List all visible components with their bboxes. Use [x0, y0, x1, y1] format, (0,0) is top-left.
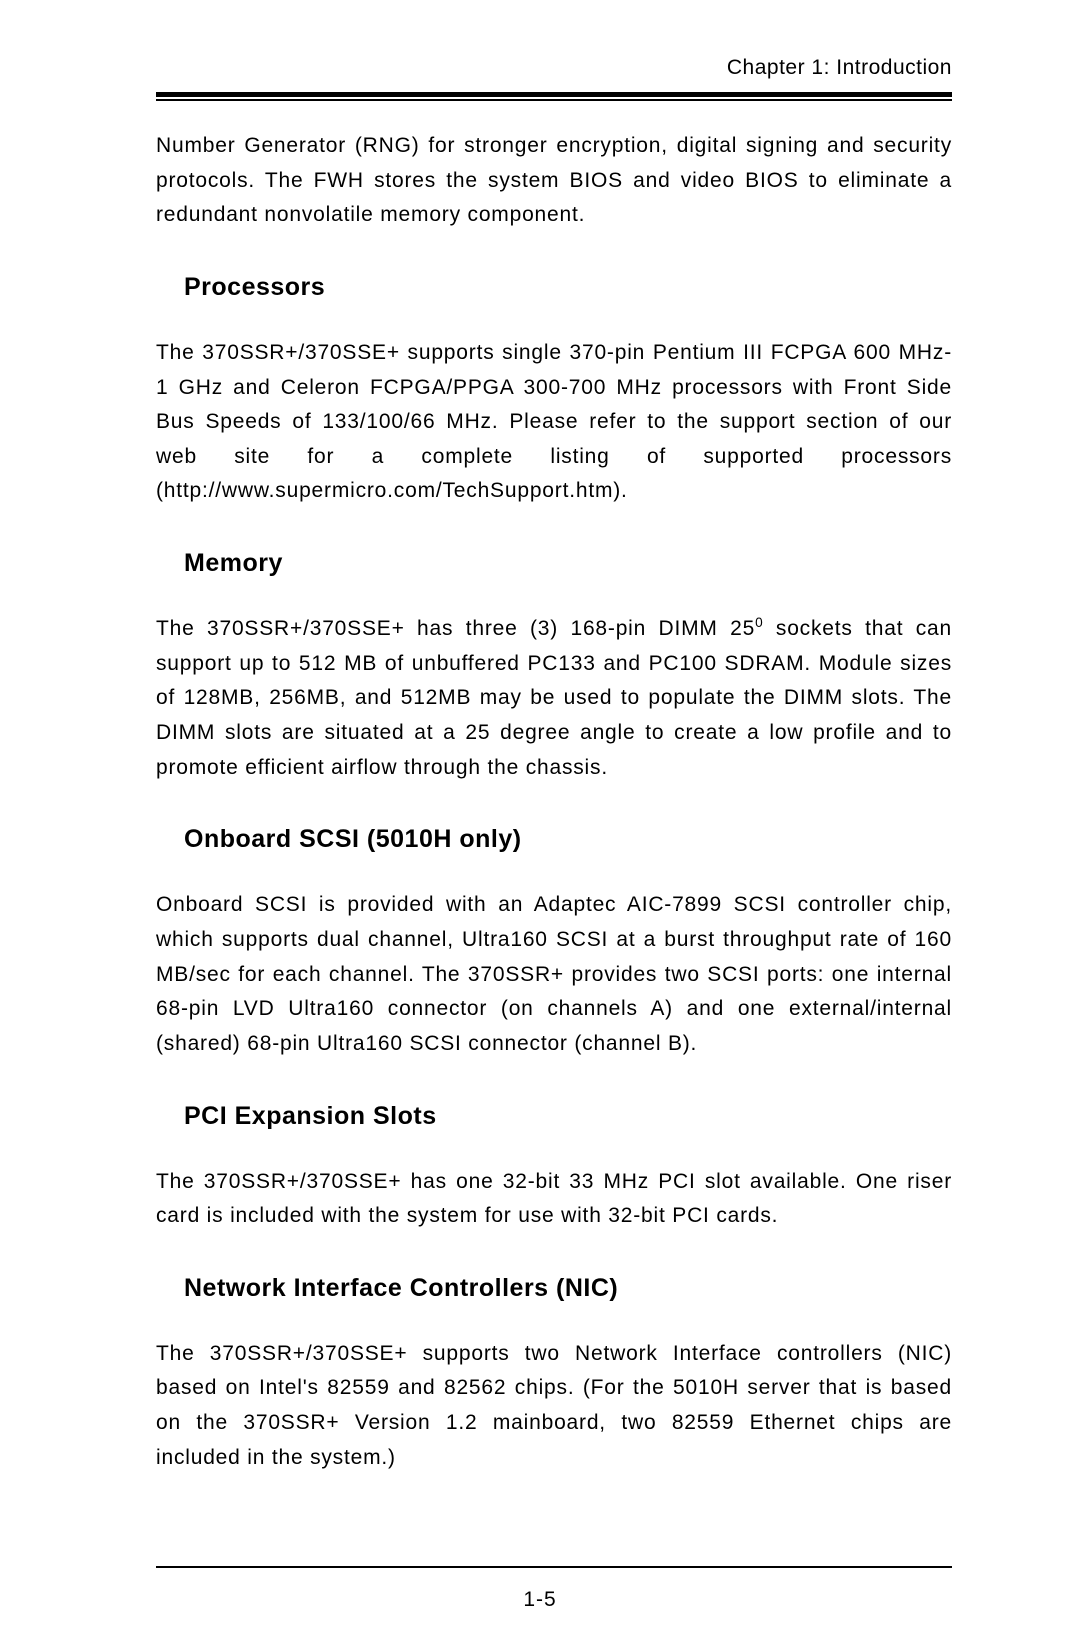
heading-nic: Network Interface Controllers (NIC): [184, 1274, 952, 1303]
paragraph-scsi: Onboard SCSI is provided with an Adaptec…: [156, 888, 952, 1061]
heading-memory: Memory: [184, 549, 952, 578]
footer-rule: [156, 1566, 952, 1568]
heading-scsi: Onboard SCSI (5010H only): [184, 825, 952, 854]
paragraph-memory: The 370SSR+/370SSE+ has three (3) 168-pi…: [156, 612, 952, 785]
heading-processors: Processors: [184, 273, 952, 302]
header-rule-thin: [156, 99, 952, 101]
paragraph-processors: The 370SSR+/370SSE+ supports single 370-…: [156, 336, 952, 509]
intro-paragraph: Number Generator (RNG) for stronger encr…: [156, 129, 952, 233]
document-page: Chapter 1: Introduction Number Generator…: [0, 0, 1080, 1648]
paragraph-pci: The 370SSR+/370SSE+ has one 32-bit 33 MH…: [156, 1165, 952, 1234]
paragraph-nic: The 370SSR+/370SSE+ supports two Network…: [156, 1337, 952, 1476]
heading-pci: PCI Expansion Slots: [184, 1102, 952, 1131]
memory-text-pre: The 370SSR+/370SSE+ has three (3) 168-pi…: [156, 617, 755, 640]
memory-text-post: sockets that can support up to 512 MB of…: [156, 617, 952, 779]
page-number: 1-5: [0, 1588, 1080, 1612]
header-rule-thick: [156, 92, 952, 97]
chapter-header: Chapter 1: Introduction: [156, 56, 952, 80]
